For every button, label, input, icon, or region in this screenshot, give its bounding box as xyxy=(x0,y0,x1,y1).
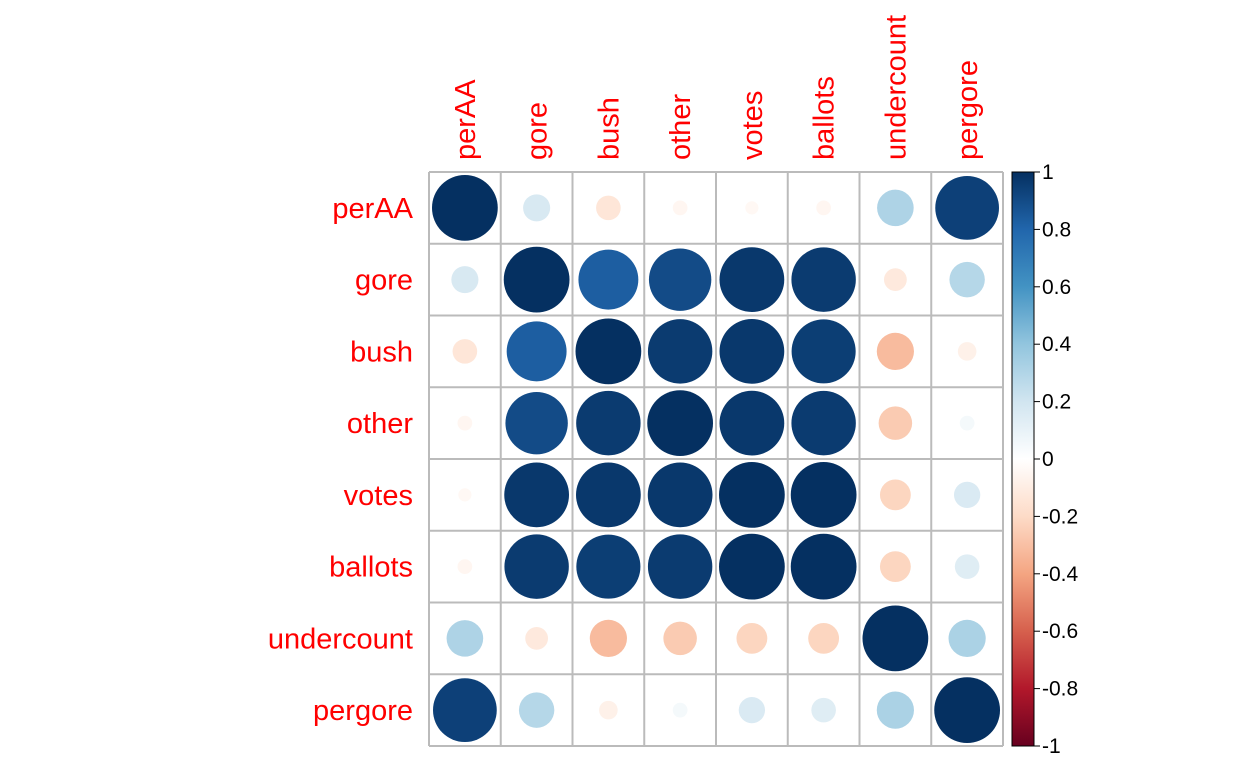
corr-circle-other-pergore xyxy=(959,415,975,431)
column-label-votes: votes xyxy=(737,91,769,160)
color-legend-ticks: 1 0.8 0.6 0.4 0.2 0 -0.2 -0.4 -0.6 -0.8 -1 xyxy=(1034,161,1079,758)
column-label-undercount: undercount xyxy=(880,15,912,160)
corr-circle-pergore-bush xyxy=(599,700,618,720)
color-legend-tick-label: -0.8 xyxy=(1042,678,1078,701)
corr-circle-bush-undercount xyxy=(876,332,914,370)
corr-circle-gore-gore xyxy=(503,246,570,313)
corr-circle-pergore-gore xyxy=(518,692,555,728)
corr-circle-perAA-undercount xyxy=(877,189,914,227)
corr-circle-other-ballots xyxy=(791,390,856,456)
corr-circle-undercount-other xyxy=(663,621,697,656)
color-legend-tick-label: -0.6 xyxy=(1042,620,1078,643)
corr-circle-ballots-perAA xyxy=(457,559,473,574)
corr-circle-pergore-perAA xyxy=(433,678,497,742)
row-label-undercount: undercount xyxy=(268,623,413,655)
color-legend-tick-label: -0.4 xyxy=(1042,563,1079,586)
corr-circle-gore-pergore xyxy=(949,261,985,298)
corr-circle-perAA-bush xyxy=(596,195,621,221)
corr-circle-gore-perAA xyxy=(451,266,479,294)
corr-circle-undercount-bush xyxy=(589,619,627,657)
corr-circle-pergore-pergore xyxy=(934,677,1001,744)
corr-circle-votes-gore xyxy=(504,462,570,528)
corr-circle-perAA-pergore xyxy=(935,176,999,240)
row-label-ballots: ballots xyxy=(329,552,413,584)
corr-circle-ballots-other xyxy=(647,534,713,599)
corr-circle-gore-ballots xyxy=(791,247,856,312)
grid-lines xyxy=(428,171,1004,747)
corr-circle-undercount-perAA xyxy=(446,620,484,657)
corr-circle-bush-votes xyxy=(719,319,785,384)
corr-circle-bush-ballots xyxy=(791,319,856,384)
row-label-other: other xyxy=(347,408,413,440)
color-legend-tick-label: -0.2 xyxy=(1042,505,1078,528)
color-legend-tick-label: 0.8 xyxy=(1042,218,1071,241)
column-labels: perAA gore bush other votes ballots undercount… xyxy=(450,15,984,160)
corr-circle-pergore-votes xyxy=(738,696,766,724)
corr-circle-other-gore xyxy=(505,391,568,455)
corr-circle-gore-undercount xyxy=(883,268,907,292)
corr-circle-votes-perAA xyxy=(458,488,472,502)
corr-circle-pergore-other xyxy=(672,702,688,718)
corr-circle-perAA-other xyxy=(672,200,688,216)
corr-circle-ballots-bush xyxy=(576,534,641,599)
corr-circle-gore-other xyxy=(648,248,712,311)
corr-circle-other-bush xyxy=(576,390,641,456)
corr-circle-other-votes xyxy=(719,390,785,456)
row-label-bush: bush xyxy=(350,336,413,368)
corr-circle-undercount-ballots xyxy=(808,622,840,654)
column-label-perAA: perAA xyxy=(450,79,482,160)
column-label-pergore: pergore xyxy=(952,60,984,160)
corr-circle-pergore-ballots xyxy=(811,697,836,723)
corr-circle-gore-bush xyxy=(578,249,639,310)
corr-circle-votes-other xyxy=(647,462,713,528)
row-label-perAA: perAA xyxy=(332,193,413,225)
corr-circle-bush-perAA xyxy=(452,339,478,364)
color-legend-bar xyxy=(1011,171,1035,747)
color-legend-tick-label: 0.2 xyxy=(1042,391,1071,414)
color-legend: 1 0.8 0.6 0.4 0.2 0 -0.2 -0.4 -0.6 -0.8 -1 xyxy=(1011,161,1079,758)
color-legend-tick-label: 0.6 xyxy=(1042,276,1071,299)
corr-circle-undercount-gore xyxy=(525,626,549,650)
corr-circle-bush-other xyxy=(647,319,713,384)
corr-circle-votes-ballots xyxy=(790,462,857,528)
row-label-gore: gore xyxy=(355,265,413,297)
corr-circle-perAA-gore xyxy=(523,194,551,222)
corr-circle-bush-pergore xyxy=(957,342,977,361)
corr-circle-votes-votes xyxy=(719,462,785,528)
column-label-ballots: ballots xyxy=(809,76,841,160)
column-label-bush: bush xyxy=(593,97,625,160)
corr-circle-ballots-votes xyxy=(719,533,785,600)
corr-circle-ballots-ballots xyxy=(790,533,857,600)
color-legend-tick-label: 0 xyxy=(1042,448,1054,471)
corr-circle-other-other xyxy=(647,390,714,457)
corr-circle-votes-pergore xyxy=(953,481,981,509)
corr-circle-ballots-pergore xyxy=(954,554,980,579)
corr-circle-undercount-pergore xyxy=(948,619,986,657)
correlation-circles xyxy=(432,175,1001,744)
row-label-pergore: pergore xyxy=(313,695,413,727)
corr-circle-bush-bush xyxy=(575,318,642,385)
color-legend-tick-label: 1 xyxy=(1042,161,1054,184)
column-label-other: other xyxy=(665,94,697,160)
column-label-gore: gore xyxy=(522,102,554,160)
corr-circle-other-undercount xyxy=(878,406,913,440)
corr-circle-bush-gore xyxy=(506,321,567,382)
corr-circle-undercount-undercount xyxy=(862,605,929,672)
corr-circle-votes-undercount xyxy=(879,479,911,511)
corr-circle-undercount-votes xyxy=(736,622,768,654)
corr-circle-perAA-ballots xyxy=(816,200,831,216)
color-legend-tick-label: -1 xyxy=(1042,735,1061,758)
corr-circle-perAA-votes xyxy=(745,201,759,215)
color-legend-tick-label: 0.4 xyxy=(1042,333,1072,356)
corr-circle-votes-bush xyxy=(576,462,641,528)
corr-circle-ballots-gore xyxy=(504,534,569,599)
row-labels: perAA gore bush other votes ballots undercount… xyxy=(268,193,414,727)
corr-circle-gore-votes xyxy=(719,247,785,313)
row-label-votes: votes xyxy=(344,480,413,512)
corr-circle-perAA-perAA xyxy=(432,175,498,241)
corr-circle-pergore-undercount xyxy=(876,691,914,729)
corr-circle-ballots-undercount xyxy=(879,551,911,583)
corr-circle-other-perAA xyxy=(457,415,473,431)
